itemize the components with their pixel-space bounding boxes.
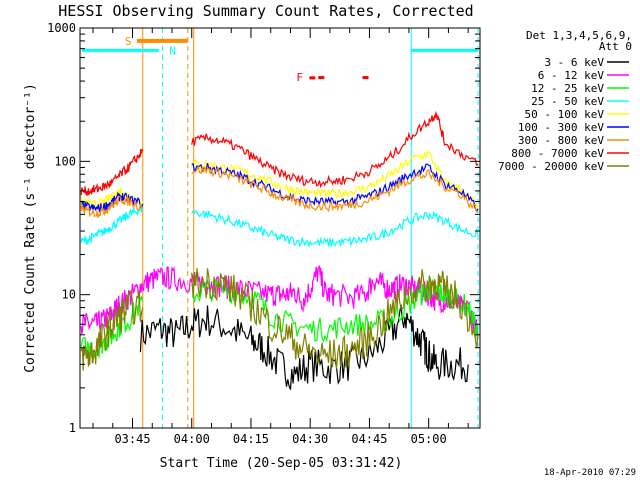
series-line	[191, 268, 479, 369]
legend-entry: 300 - 800 keV	[518, 134, 604, 147]
series-line	[191, 278, 479, 343]
series-line	[191, 110, 479, 189]
y-axis-label: Corrected Count Rate (s⁻¹ detector⁻¹)	[23, 83, 38, 373]
legend-entry: 3 - 6 keV	[544, 56, 604, 69]
x-axis: 03:45 04:00 04:15 04:30 04:45 05:00	[92, 28, 469, 446]
flag-label: S	[125, 35, 132, 48]
legend-header: Att 0	[599, 40, 632, 53]
plot-series	[80, 110, 479, 390]
flag-label: N	[169, 44, 176, 57]
legend-entry: 12 - 25 keV	[531, 82, 604, 95]
plot-frame	[79, 27, 481, 429]
series-line	[80, 148, 144, 197]
y-axis: 1 10 100 1000	[47, 21, 480, 435]
x-axis-label: Start Time (20-Sep-05 03:31:42)	[160, 456, 403, 471]
y-tick-label: 10	[62, 288, 76, 302]
legend-entry: 25 - 50 keV	[531, 95, 604, 108]
series-line	[191, 164, 479, 213]
chart-title: HESSI Observing Summary Count Rates, Cor…	[58, 2, 473, 20]
plot-annotations: S N F	[125, 35, 369, 84]
x-tick-label: 04:45	[351, 432, 387, 446]
series-line	[80, 195, 143, 218]
plot-lines	[81, 28, 479, 428]
x-tick-label: 05:00	[411, 432, 447, 446]
legend-entry: 800 - 7000 keV	[511, 147, 604, 160]
legend-entry: 7000 - 20000 keV	[498, 160, 604, 173]
x-tick-label: 04:15	[233, 432, 269, 446]
legend-header: Det 1,3,4,5,6,9,	[526, 29, 632, 42]
x-tick-label: 04:30	[292, 432, 328, 446]
legend-entry: 50 - 100 keV	[525, 108, 605, 121]
series-line	[80, 290, 144, 371]
y-tick-label: 1000	[47, 21, 76, 35]
legend-entry: 6 - 12 keV	[538, 69, 605, 82]
y-tick-label: 1	[69, 421, 76, 435]
x-tick-label: 03:45	[114, 432, 150, 446]
series-line	[191, 150, 479, 208]
legend-entry: 100 - 300 keV	[518, 121, 604, 134]
x-tick-label: 04:00	[174, 432, 210, 446]
flag-label: F	[296, 71, 303, 84]
y-tick-label: 100	[54, 154, 76, 168]
series-line	[191, 209, 479, 248]
timestamp: 18-Apr-2010 07:29	[544, 468, 636, 478]
series-line	[139, 304, 469, 390]
series-line	[80, 204, 144, 245]
